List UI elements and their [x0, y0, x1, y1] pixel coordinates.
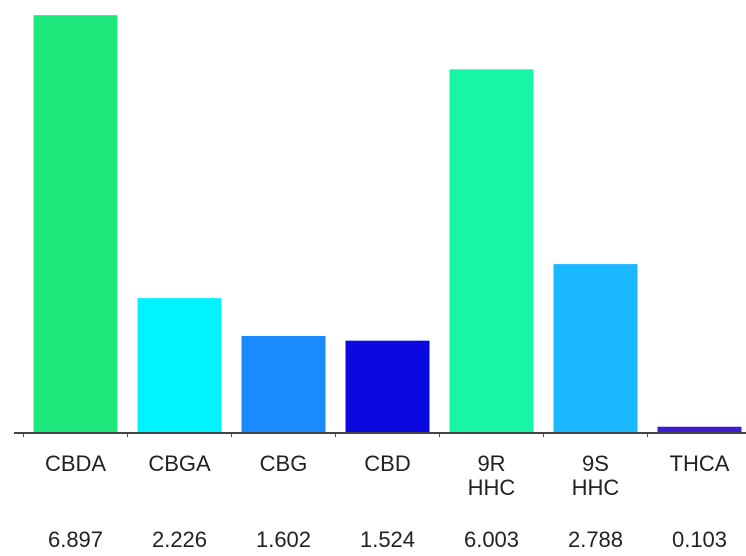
- bar: [33, 15, 118, 434]
- category-label: CBG: [259, 451, 308, 476]
- category-label: 9S HHC: [571, 451, 620, 500]
- value-label: 6.003: [463, 527, 520, 552]
- category-label: CBDA: [44, 451, 107, 476]
- bar: [657, 426, 742, 433]
- bar: [137, 298, 222, 433]
- bar: [553, 264, 638, 433]
- category-label: 9R HHC: [467, 451, 516, 500]
- value-label: 1.524: [359, 527, 416, 552]
- value-label: 2.226: [151, 527, 208, 552]
- bar: [241, 335, 326, 433]
- bar: [345, 340, 430, 433]
- category-label: CBGA: [148, 451, 211, 476]
- value-label: 6.897: [47, 527, 104, 552]
- bar: [449, 69, 534, 433]
- category-label: THCA: [669, 451, 730, 476]
- category-label: CBD: [364, 451, 411, 476]
- value-label: 1.602: [255, 527, 312, 552]
- value-label: 0.103: [671, 527, 728, 552]
- value-label: 2.788: [567, 527, 624, 552]
